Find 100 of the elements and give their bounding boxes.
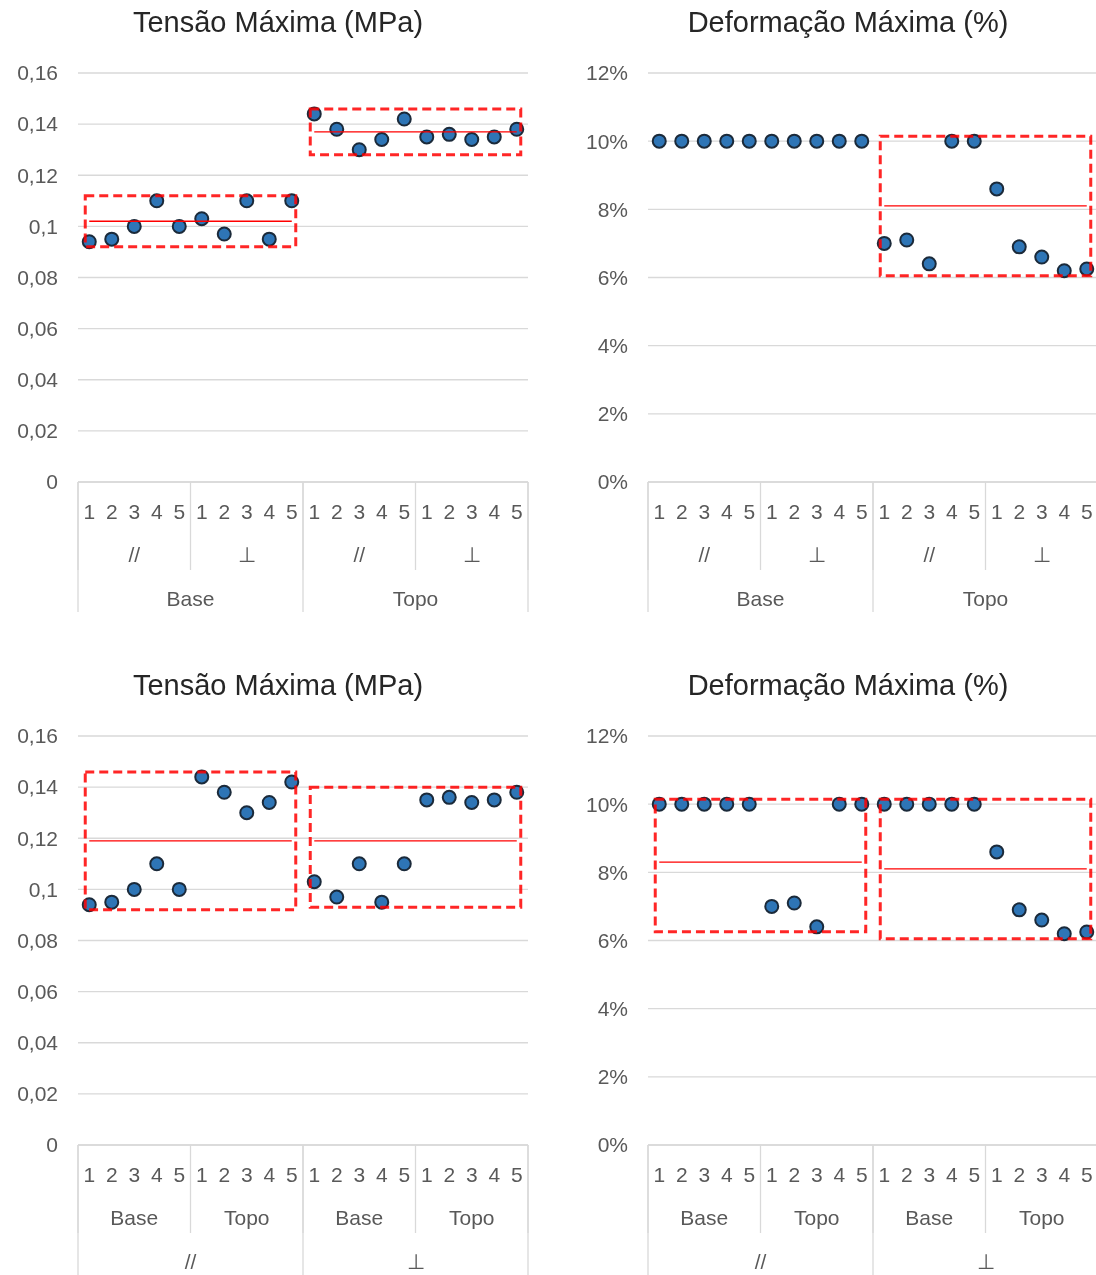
text: Topo bbox=[392, 587, 439, 610]
x-tick-label: 3 bbox=[698, 1163, 711, 1186]
text: Topo bbox=[1018, 1206, 1065, 1229]
y-tick-label: 2% bbox=[597, 402, 628, 426]
point bbox=[261, 231, 277, 247]
x-tick-label: 1 bbox=[195, 1163, 208, 1186]
y-tick-label: 0 bbox=[46, 470, 58, 494]
point bbox=[674, 133, 690, 149]
y-tick-label: 0,1 bbox=[28, 877, 58, 901]
text: Base bbox=[905, 1206, 954, 1229]
point bbox=[696, 133, 712, 149]
text: Base bbox=[166, 587, 215, 610]
point bbox=[1011, 239, 1027, 255]
chart-title: Tensão Máxima (MPa) bbox=[132, 669, 424, 701]
x-tick-label: 5 bbox=[285, 1163, 298, 1186]
point bbox=[741, 133, 757, 149]
point bbox=[719, 133, 735, 149]
x-tick-label: 4 bbox=[375, 1163, 388, 1186]
text: Topo bbox=[793, 1206, 840, 1229]
point bbox=[809, 133, 825, 149]
x-tick-label: 4 bbox=[375, 500, 388, 523]
point bbox=[171, 218, 187, 234]
point bbox=[764, 898, 780, 914]
point bbox=[441, 126, 457, 142]
y-tick-label: 0,02 bbox=[17, 419, 58, 443]
x-tick-label: 2 bbox=[330, 500, 343, 523]
point bbox=[854, 133, 870, 149]
y-tick-label: 8% bbox=[597, 860, 628, 884]
x-tick-label: 4 bbox=[945, 1163, 958, 1186]
x-tick-label: 2 bbox=[105, 500, 118, 523]
text: Topo bbox=[962, 587, 1009, 610]
point bbox=[149, 856, 165, 872]
point bbox=[351, 856, 367, 872]
x-tick-label: 3 bbox=[128, 500, 141, 523]
point bbox=[831, 133, 847, 149]
point bbox=[1011, 902, 1027, 918]
chart-title: Tensão Máxima (MPa) bbox=[132, 6, 424, 38]
point bbox=[989, 181, 1005, 197]
x-tick-label: 1 bbox=[878, 500, 891, 523]
point bbox=[194, 211, 210, 227]
y-tick-label: 0% bbox=[597, 470, 628, 494]
x-tick-label: 5 bbox=[968, 1163, 981, 1186]
point bbox=[786, 133, 802, 149]
text: Topo bbox=[448, 1206, 495, 1229]
x-tick-label: 2 bbox=[788, 500, 801, 523]
point bbox=[261, 794, 277, 810]
y-tick-label: 0,06 bbox=[17, 316, 58, 340]
x-tick-label: 2 bbox=[218, 1163, 231, 1186]
text: Base bbox=[680, 1206, 729, 1229]
chart-title: Deformação Máxima (%) bbox=[687, 669, 1009, 701]
text: ⊥ bbox=[237, 543, 256, 566]
x-tick-label: 3 bbox=[240, 1163, 253, 1186]
y-tick-label: 4% bbox=[597, 334, 628, 358]
x-tick-label: 4 bbox=[488, 500, 501, 523]
x-tick-label: 5 bbox=[398, 500, 411, 523]
y-tick-label: 0,04 bbox=[17, 1031, 59, 1055]
point bbox=[651, 133, 667, 149]
x-tick-label: 5 bbox=[510, 1163, 523, 1186]
text: // bbox=[128, 543, 141, 566]
y-tick-label: 0,06 bbox=[17, 979, 58, 1003]
x-tick-label: 5 bbox=[398, 1163, 411, 1186]
x-tick-label: 4 bbox=[720, 500, 733, 523]
x-tick-label: 5 bbox=[510, 500, 523, 523]
x-tick-label: 2 bbox=[900, 1163, 913, 1186]
point bbox=[239, 805, 255, 821]
point bbox=[419, 129, 435, 145]
point bbox=[329, 889, 345, 905]
point bbox=[396, 856, 412, 872]
x-tick-label: 5 bbox=[855, 1163, 868, 1186]
point bbox=[899, 232, 915, 248]
x-tick-label: 3 bbox=[240, 500, 253, 523]
point bbox=[464, 131, 480, 147]
x-tick-label: 3 bbox=[698, 500, 711, 523]
x-tick-label: 1 bbox=[83, 1163, 96, 1186]
x-tick-label: 2 bbox=[675, 1163, 688, 1186]
x-tick-label: 5 bbox=[1080, 1163, 1093, 1186]
x-tick-label: 2 bbox=[1013, 500, 1026, 523]
point bbox=[441, 789, 457, 805]
y-tick-label: 6% bbox=[597, 265, 628, 289]
x-tick-label: 3 bbox=[353, 1163, 366, 1186]
y-tick-label: 0,14 bbox=[17, 112, 59, 136]
x-tick-label: 5 bbox=[173, 500, 186, 523]
x-tick-label: 3 bbox=[810, 500, 823, 523]
y-tick-label: 6% bbox=[597, 928, 628, 952]
y-tick-label: 0,04 bbox=[17, 368, 59, 392]
x-tick-label: 3 bbox=[923, 1163, 936, 1186]
point bbox=[1056, 263, 1072, 279]
y-tick-label: 10% bbox=[585, 129, 628, 153]
text: // bbox=[184, 1250, 197, 1273]
x-tick-label: 1 bbox=[990, 500, 1003, 523]
y-tick-label: 0,16 bbox=[17, 61, 58, 85]
x-tick-label: 3 bbox=[923, 500, 936, 523]
y-tick-label: 8% bbox=[597, 197, 628, 221]
text: ⊥ bbox=[1032, 543, 1051, 566]
text: Base bbox=[335, 1206, 384, 1229]
x-tick-label: 5 bbox=[968, 500, 981, 523]
y-tick-label: 12% bbox=[585, 61, 628, 85]
y-tick-label: 0,14 bbox=[17, 775, 59, 799]
x-tick-label: 3 bbox=[810, 1163, 823, 1186]
x-tick-label: 4 bbox=[833, 500, 846, 523]
